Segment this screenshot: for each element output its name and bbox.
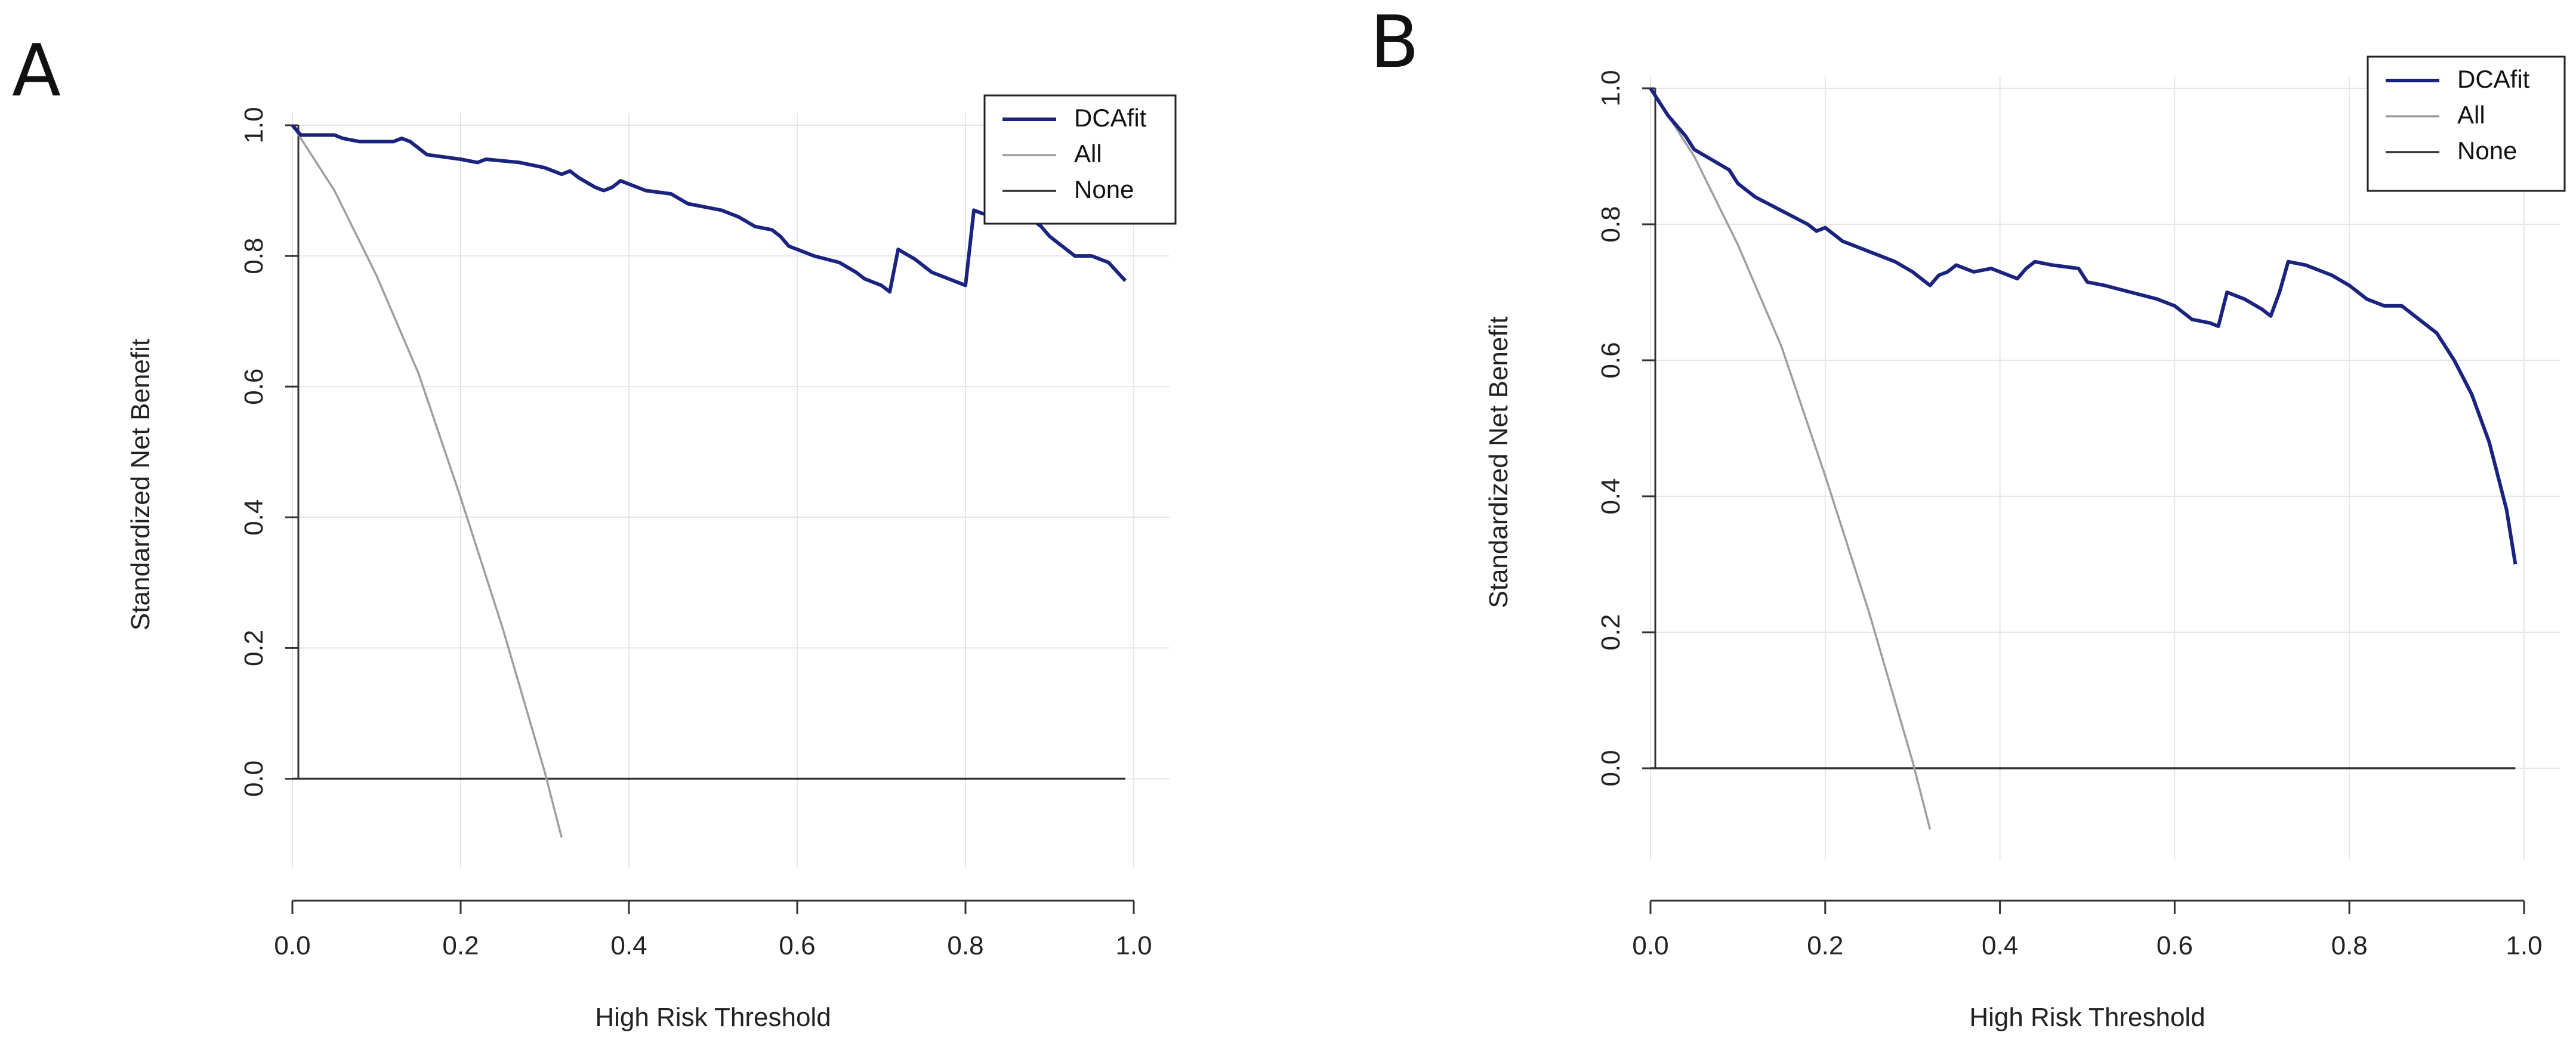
legend-label: None: [1074, 175, 1134, 203]
legend-label: DCAfit: [2457, 65, 2530, 93]
x-tick-label: 0.6: [779, 931, 815, 960]
legend-label: All: [1074, 140, 1102, 168]
legend-box: [983, 94, 1177, 225]
x-tick-label: 0.0: [1632, 931, 1668, 960]
x-tick-label: 0.0: [274, 931, 310, 960]
y-tick-label: 1.0: [239, 107, 269, 143]
panel-label: B: [1370, 1, 1419, 84]
panel-label: A: [12, 30, 61, 113]
y-axis-title: Standardized Net Benefit: [1484, 316, 1513, 608]
chart-panel-a: A 0.0 0.2 0.4 0.6 0.8 1.0 0.0 0.2 0.4 0.6 0.8 1.0 Hig…: [12, 30, 1177, 1032]
legend-label: DCAfit: [1074, 104, 1147, 132]
y-tick-label: 0.2: [239, 630, 269, 666]
x-tick-label: 0.2: [1807, 931, 1843, 960]
x-tick-label: 1.0: [2506, 931, 2542, 960]
series-line-all: [1649, 88, 1932, 830]
x-tick-label: 0.8: [947, 931, 983, 960]
legend-label: All: [2457, 101, 2485, 129]
x-tick-label: 0.4: [1982, 931, 2018, 960]
x-tick-label: 0.8: [2331, 931, 2368, 960]
y-tick-label: 0.0: [239, 761, 269, 797]
x-axis-title: High Risk Threshold: [595, 1003, 831, 1032]
series-line-all: [291, 125, 563, 838]
x-tick-label: 0.6: [2157, 931, 2193, 960]
series-line-dcafit: [1649, 87, 2518, 565]
x-tick-label: 1.0: [1115, 931, 1152, 960]
legend-label: None: [2457, 137, 2517, 165]
y-tick-label: 0.8: [1596, 206, 1625, 242]
y-tick-label: 0.8: [239, 238, 269, 274]
x-tick-label: 0.2: [442, 931, 479, 960]
y-tick-label: 0.4: [239, 499, 269, 536]
chart-panel-b: B 0.0 0.2 0.4 0.6 0.8 1.0 0.0 0.2 0.4 0.6 0.8 1.0 Hig…: [1370, 1, 2566, 1032]
x-axis-title: High Risk Threshold: [1969, 1003, 2205, 1032]
y-tick-label: 0.4: [1596, 478, 1625, 514]
y-axis-title: Standardized Net Benefit: [126, 339, 155, 630]
y-tick-label: 1.0: [1596, 70, 1625, 106]
y-tick-label: 0.6: [239, 369, 269, 405]
grid: [1645, 76, 2560, 860]
y-tick-label: 0.6: [1596, 342, 1625, 378]
grid: [286, 113, 1170, 868]
y-tick-label: 0.0: [1596, 750, 1625, 786]
x-tick-label: 0.4: [610, 931, 647, 960]
y-tick-label: 0.2: [1596, 614, 1625, 650]
legend: DCAfit All None: [2367, 55, 2566, 192]
legend: DCAfit All None: [983, 94, 1177, 225]
